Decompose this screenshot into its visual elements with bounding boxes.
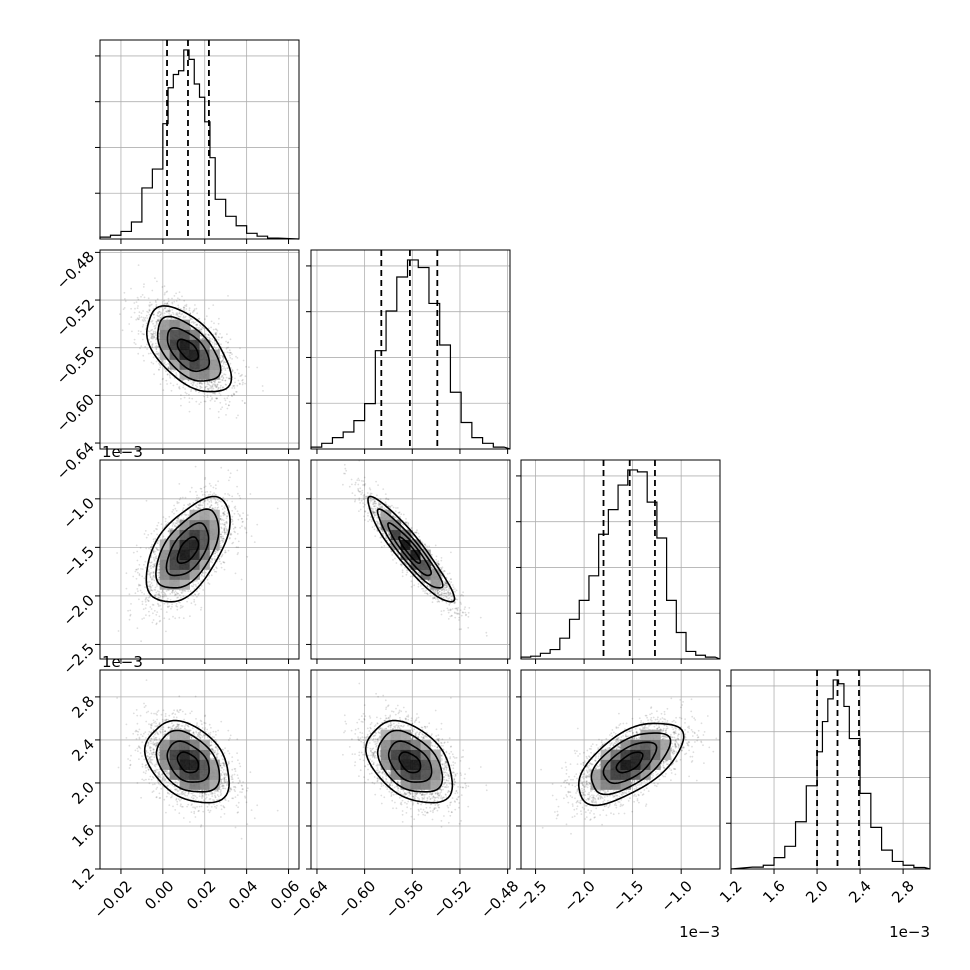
x-ticklabel-p0-1: 0.00 [141, 877, 177, 913]
joint-r3-c1-contour-0 [398, 751, 422, 774]
joint-r3-c2-contour-3 [578, 722, 685, 807]
y-ticklabel-p2-3: −1.0 [60, 494, 98, 532]
joint-r2-c1-content [311, 460, 510, 659]
joint-r2-c0-density [159, 509, 220, 590]
joint-r3-c0-contour-2 [155, 729, 221, 793]
joint-r3-c2-contour-1 [602, 741, 658, 785]
x-ticklabel-p2-3: −1.0 [657, 877, 695, 915]
joint-r2-c1-contour-3 [367, 495, 456, 603]
joint-r2-c0-contour-3 [145, 495, 231, 603]
joint-r2-c1-frame [310, 459, 511, 660]
joint-r1-c0-frame [99, 249, 300, 450]
joint-r2-c1-contour-0 [398, 536, 422, 564]
joint-panel-r3-c0 [99, 669, 300, 870]
joint-r2-c0-contour-2 [155, 508, 220, 589]
hist-2-curve [520, 469, 721, 660]
joint-r1-c0-density [159, 319, 220, 380]
joint-r3-c1-contour-1 [387, 740, 433, 783]
hist-0-curve [99, 49, 300, 240]
joint-r3-c2-frame [520, 669, 721, 870]
x-ticklabel-p3-4: 2.8 [888, 877, 918, 907]
hist-3-curve [730, 679, 931, 870]
joint-r2-c0-content [100, 460, 299, 659]
hist-3-frame [730, 669, 931, 870]
y-ticklabel-p3-4: 2.8 [68, 692, 98, 722]
x-ticklabel-p2-0: −2.5 [512, 877, 550, 915]
x-ticklabel-p2-1: −2.0 [560, 877, 598, 915]
joint-r3-c0-contour-0 [176, 751, 200, 774]
y-ticklabel-p1-4: −0.48 [53, 248, 98, 293]
joint-r3-c0-content [100, 670, 299, 869]
joint-r3-c2-contour-0 [615, 751, 644, 774]
y-offset-label-p3: 1e−3 [102, 653, 143, 671]
x-offset-label-p2: 1e−3 [679, 923, 720, 941]
y-ticklabel-p1-2: −0.56 [53, 343, 98, 388]
hist-panel-1 [306, 249, 511, 450]
joint-panel-r3-c2 [520, 669, 721, 870]
joint-r3-c0-contour-1 [166, 740, 210, 783]
joint-panel-r2-c1 [310, 459, 511, 660]
joint-r3-c1-content [311, 670, 510, 869]
joint-r3-c2-contour-2 [590, 732, 672, 796]
x-ticklabel-p0-3: 0.04 [225, 877, 261, 913]
joint-panel-r2-c0 [99, 459, 300, 660]
joint-r2-c1-contour-1 [387, 522, 433, 577]
joint-r3-c2-content [521, 670, 720, 869]
y-ticklabel-p1-1: −0.60 [53, 391, 98, 436]
joint-r3-c1-contour-3 [364, 719, 454, 804]
x-ticklabel-p3-1: 1.6 [759, 877, 789, 907]
x-ticklabel-p1-1: −0.60 [334, 877, 379, 922]
y-ticklabel-p2-2: −1.5 [60, 543, 98, 581]
joint-r2-c1-contour-2 [376, 508, 444, 589]
joint-r3-c0-frame [99, 669, 300, 870]
hist-panel-2 [516, 459, 721, 660]
joint-r1-c0-contour-1 [166, 327, 211, 373]
joint-r1-c0-contour-0 [176, 338, 200, 362]
hist-2-frame [520, 459, 721, 660]
y-ticklabel-p3-0: 1.2 [68, 864, 98, 894]
joint-r1-c0-contour-2 [156, 315, 222, 382]
y-ticklabel-p2-0: −2.5 [60, 640, 98, 678]
y-ticklabel-p3-1: 1.6 [68, 821, 98, 851]
x-ticklabel-p1-3: −0.52 [429, 877, 474, 922]
joint-r3-c0-contour-3 [143, 719, 230, 804]
y-ticklabel-p3-3: 2.4 [68, 735, 98, 765]
x-offset-label-p3: 1e−3 [889, 923, 930, 941]
joint-r3-c1-contour-2 [376, 729, 444, 793]
y-ticklabel-p3-2: 2.0 [68, 778, 98, 808]
joint-r2-c1-density [380, 509, 441, 590]
hist-panel-0 [95, 39, 300, 240]
joint-r3-c1-frame [310, 669, 511, 870]
hist-1-curve [310, 259, 511, 450]
x-ticklabel-p3-3: 2.4 [845, 877, 875, 907]
joint-r1-c0-content [100, 250, 299, 449]
hist-panel-3 [726, 669, 931, 870]
x-ticklabel-p1-2: −0.56 [382, 877, 427, 922]
hist-0-frame [99, 39, 300, 240]
x-ticklabel-p0-0: −0.02 [90, 877, 135, 922]
y-offset-label-p2: 1e−3 [102, 443, 143, 461]
joint-panel-r1-c0 [99, 249, 300, 450]
joint-panel-r3-c1 [310, 669, 511, 870]
x-ticklabel-p2-2: −1.5 [609, 877, 647, 915]
x-ticklabel-p3-2: 2.0 [802, 877, 832, 907]
y-ticklabel-p2-1: −2.0 [60, 591, 98, 629]
joint-r1-c0-contour-3 [146, 305, 233, 393]
x-ticklabel-p0-2: 0.02 [183, 877, 219, 913]
joint-r3-c1-density [380, 729, 441, 790]
y-ticklabel-p1-0: −0.64 [53, 438, 98, 483]
joint-r2-c0-frame [99, 459, 300, 660]
joint-r2-c0-contour-1 [165, 522, 210, 577]
x-ticklabel-p3-0: 1.2 [716, 877, 746, 907]
joint-r2-c0-contour-0 [176, 536, 200, 564]
y-ticklabel-p1-3: −0.52 [53, 295, 98, 340]
hist-1-frame [310, 249, 511, 450]
